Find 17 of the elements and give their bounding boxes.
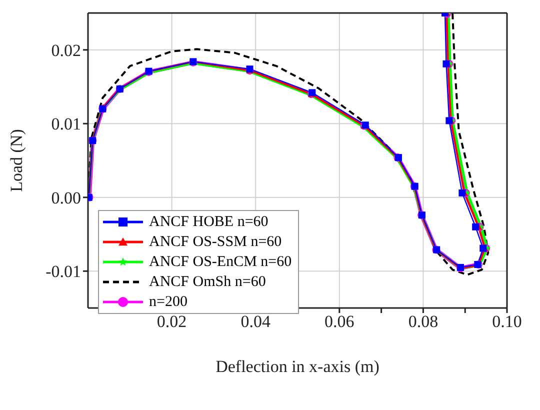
point bbox=[472, 223, 480, 230]
y-tick-label: -0.01 bbox=[46, 262, 81, 282]
legend-label: n=200 bbox=[149, 294, 188, 310]
x-tick-label: 0.06 bbox=[324, 312, 354, 332]
y-tick-label: 0.00 bbox=[51, 188, 81, 208]
legend-label: ANCF OmSh n=60 bbox=[149, 274, 266, 290]
legend-label: ANCF OS-EnCM n=60 bbox=[149, 254, 292, 270]
y-tick-label: 0.01 bbox=[51, 114, 81, 134]
legend-label: ANCF OS-SSM n=60 bbox=[149, 234, 282, 250]
x-tick-label: 0.04 bbox=[240, 312, 271, 332]
x-tick-label: 0.10 bbox=[492, 312, 522, 332]
x-tick-label: 0.02 bbox=[156, 312, 187, 332]
y-tick-label: 0.02 bbox=[51, 40, 81, 60]
x-axis-title: Deflection in x-axis (m) bbox=[216, 357, 380, 376]
y-axis-title: Load (N) bbox=[7, 129, 26, 192]
x-tick-label: 0.08 bbox=[408, 312, 438, 332]
legend-label: ANCF HOBE n=60 bbox=[149, 214, 268, 230]
